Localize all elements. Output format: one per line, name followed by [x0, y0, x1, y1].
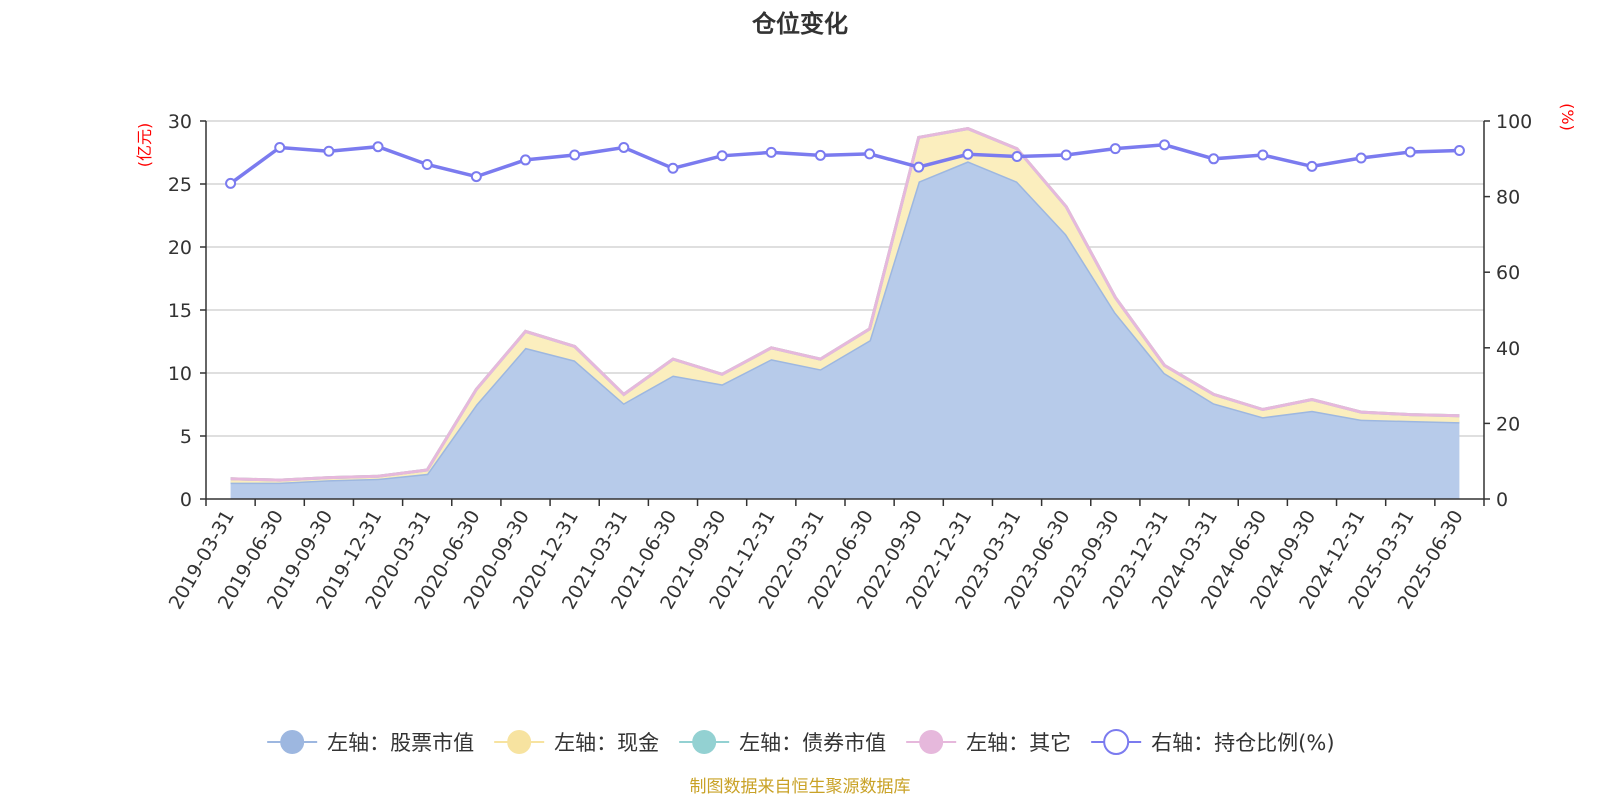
legend-label: 左轴：股票市值	[327, 731, 474, 755]
ratio-point	[1257, 149, 1269, 161]
ratio-line	[229, 143, 1460, 185]
ratio-point	[1159, 139, 1170, 151]
legend-swatch-marker	[280, 730, 305, 754]
left-tick-label: 10	[168, 363, 192, 385]
left-tick-label: 0	[180, 489, 192, 511]
legend-swatch-marker	[692, 730, 717, 754]
legend-swatch-marker	[507, 730, 532, 754]
ratio-point	[323, 145, 335, 157]
ratio-point	[667, 162, 679, 174]
ratio-point	[1306, 160, 1318, 172]
ratio-point	[225, 177, 237, 189]
legend-item-2: 左轴：债券市值	[679, 730, 886, 755]
legend-label: 右轴：持仓比例(%)	[1151, 731, 1334, 755]
source-note: 制图数据来自恒生聚源数据库	[690, 777, 911, 797]
chart-title: 仓位变化	[751, 10, 848, 38]
left-tick-label: 15	[168, 300, 192, 322]
legend-label: 左轴：债券市值	[739, 731, 886, 755]
legend-item-3: 左轴：其它	[906, 730, 1071, 755]
legend-label: 左轴：其它	[966, 731, 1071, 755]
stacked-areas	[230, 127, 1460, 500]
ratio-point	[765, 146, 777, 158]
ratio-point	[1208, 153, 1220, 165]
legend-item-4: 右轴：持仓比例(%)	[1091, 729, 1335, 755]
ratio-point	[1060, 149, 1072, 161]
legend-item-0: 左轴：股票市值	[267, 730, 474, 755]
ratio-point	[1355, 152, 1367, 164]
left-tick-label: 5	[180, 426, 192, 448]
legend-swatch-marker	[1103, 729, 1130, 755]
ratio-point	[1011, 151, 1023, 163]
ratio-point	[1453, 144, 1465, 156]
legend-label: 左轴：现金	[554, 731, 659, 755]
legend: 左轴：股票市值 左轴：现金 左轴：债券市值 左轴：其它 右轴：持仓比例(%)	[267, 729, 1335, 755]
right-tick-label: 60	[1496, 262, 1520, 284]
right-tick-label: 100	[1496, 111, 1532, 133]
ratio-point	[962, 148, 974, 160]
ratio-point	[864, 148, 876, 160]
ratio-point	[569, 149, 581, 161]
right-tick-label: 0	[1496, 489, 1508, 511]
left-axis-unit: (亿元)	[135, 123, 154, 168]
ratio-point	[1109, 143, 1121, 155]
ratio-point	[618, 141, 630, 153]
ratio-point	[814, 149, 826, 161]
area-edge-series-3	[230, 127, 1460, 482]
holding-ratio-line	[225, 139, 1465, 189]
legend-swatch-marker	[919, 730, 944, 754]
ratio-point	[421, 158, 433, 170]
ratio-point	[913, 161, 925, 173]
ratio-point	[470, 171, 482, 183]
ratio-point	[520, 154, 531, 166]
area-series-0	[230, 161, 1460, 500]
right-tick-label: 20	[1496, 413, 1520, 435]
legend-item-1: 左轴：现金	[494, 730, 659, 755]
left-tick-label: 25	[168, 174, 192, 196]
ratio-point	[1404, 146, 1416, 158]
ratio-point	[274, 141, 286, 153]
ratio-point	[372, 141, 384, 153]
right-tick-label: 40	[1496, 338, 1520, 360]
ratio-point	[716, 150, 728, 162]
left-tick-label: 30	[168, 111, 192, 133]
right-tick-label: 80	[1496, 187, 1520, 209]
left-tick-label: 20	[168, 237, 192, 259]
right-axis-unit: (%)	[1558, 103, 1577, 131]
